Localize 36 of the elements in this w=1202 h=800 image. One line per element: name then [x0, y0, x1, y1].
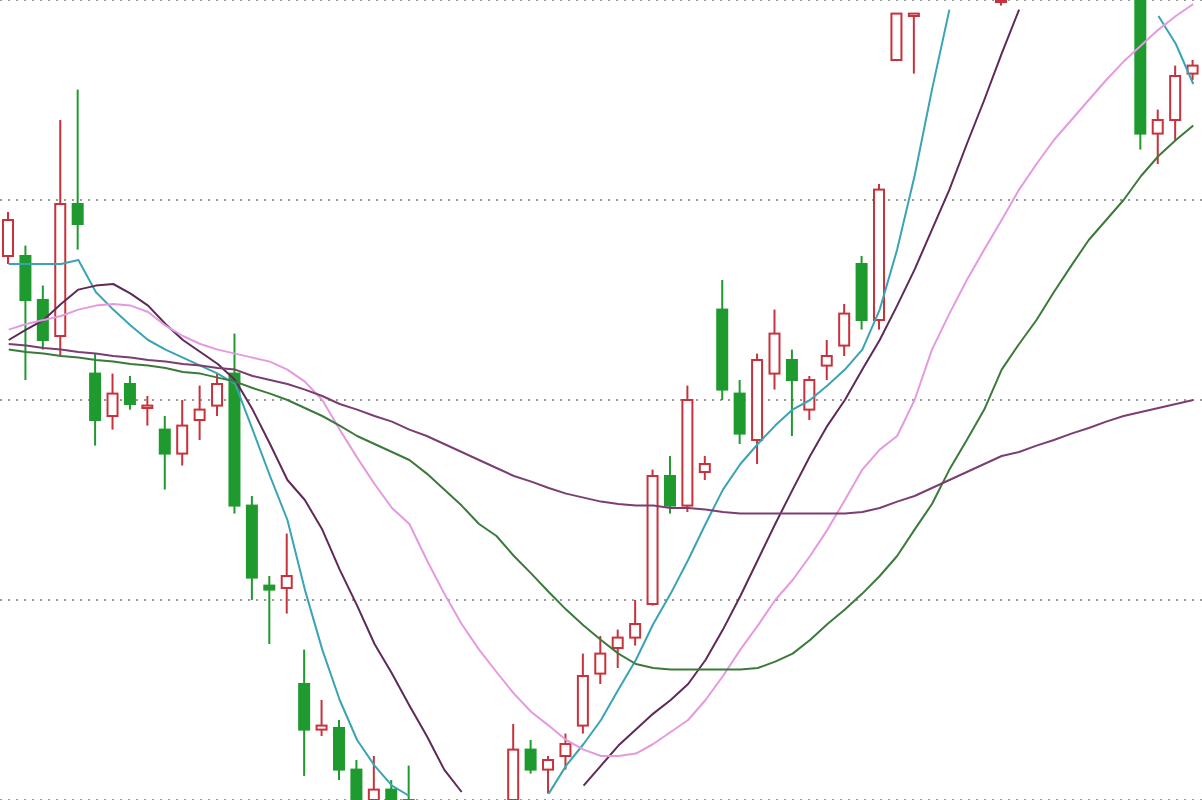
- candlestick: [838, 303, 851, 357]
- candlestick: [36, 284, 49, 351]
- candlestick: [698, 455, 711, 481]
- candlestick: [1169, 64, 1182, 141]
- candlestick: [1151, 108, 1164, 165]
- candlestick: [907, 12, 920, 75]
- candlestick: [890, 12, 903, 61]
- candlestick: [158, 415, 171, 491]
- candlestick: [106, 372, 119, 431]
- candlestick: [385, 779, 398, 800]
- candlestick: [803, 375, 816, 421]
- candlestick: [263, 575, 276, 645]
- candlestick: [733, 379, 746, 445]
- candlestick: [768, 308, 781, 391]
- candlestick: [141, 395, 154, 427]
- candlestick: [542, 755, 555, 795]
- candlestick: [176, 399, 189, 467]
- candlestick: [71, 88, 84, 251]
- candlestick: [298, 648, 311, 777]
- candlestick: [594, 635, 607, 685]
- candlestick: [280, 532, 293, 615]
- candlestick: [315, 699, 328, 737]
- candlestick: [89, 352, 102, 447]
- candlestick: [211, 372, 224, 417]
- candlestick: [524, 739, 537, 775]
- candlestick: [785, 348, 798, 437]
- candlestick: [663, 455, 676, 515]
- candlestick: [350, 759, 363, 800]
- candlestick: [611, 628, 624, 669]
- candlestick: [559, 732, 572, 771]
- candlestick: [123, 375, 136, 411]
- candlestick: [820, 339, 833, 381]
- candlestick: [332, 719, 345, 781]
- candlestick: [629, 599, 642, 647]
- candlestick: [19, 244, 32, 381]
- candlestick: [193, 384, 206, 441]
